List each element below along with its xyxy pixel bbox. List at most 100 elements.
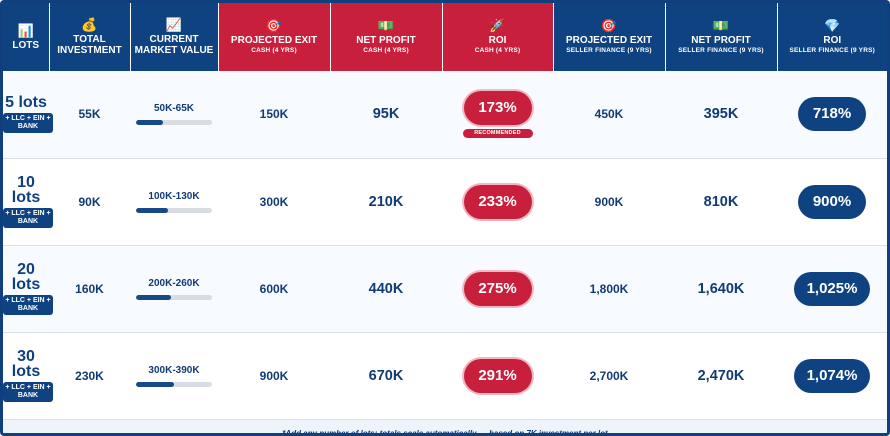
header-label: NET PROFIT <box>691 35 751 46</box>
net-profit-seller: 395K <box>665 71 777 159</box>
header-label: PROJECTED EXIT <box>565 35 653 46</box>
header-label: LOTS <box>12 39 40 51</box>
projected-exit-cash: 300K <box>218 158 330 246</box>
lots-badge: + LLC + EIN + BANK <box>3 208 53 228</box>
header-label: NET PROFIT <box>356 35 416 46</box>
lots-cell: 20 lots + LLC + EIN + BANK <box>3 245 53 333</box>
market-value-cell: 300K-390K <box>130 332 218 420</box>
target-icon: 🎯 <box>265 18 283 33</box>
market-progress-bar <box>136 381 212 387</box>
table-row: 30 lots + LLC + EIN + BANK 230K 300K-390K… <box>3 332 887 420</box>
header-row: 📊 LOTS 💰 TOTAL INVESTMENT 📈 CURRENT MARKET … <box>3 3 887 71</box>
market-range: 300K-390K <box>148 364 200 376</box>
header-profit-cash: 💵 NET PROFIT CASH (4 YRS) <box>330 3 443 71</box>
roi-seller-pill: 1,025% <box>794 271 870 306</box>
roi-cash-cell: 233% <box>442 158 553 246</box>
net-profit-cash: 210K <box>330 158 442 246</box>
roi-seller-pill: 1,074% <box>794 358 870 393</box>
target-icon: 🎯 <box>600 18 618 33</box>
lots-badge: + LLC + EIN + BANK <box>3 295 53 315</box>
roi-cash-cell: 275% <box>442 245 553 333</box>
roi-cash-pill: 291% <box>463 358 532 393</box>
roi-cash-pill: 173% <box>463 90 532 125</box>
header-exit-cash: 🎯 PROJECTED EXIT CASH (4 YRS) <box>218 3 331 71</box>
footer-note: *Add any number of lots; totals scale au… <box>3 419 887 433</box>
footer-row: *Add any number of lots; totals scale au… <box>3 419 887 433</box>
money-bag-icon: 💰 <box>81 17 98 32</box>
table-row: 20 lots + LLC + EIN + BANK 160K 200K-260K… <box>3 245 887 333</box>
projected-exit-seller: 2,700K <box>553 332 665 420</box>
projected-exit-cash: 150K <box>218 71 330 159</box>
header-total-investment: 💰 TOTAL INVESTMENT <box>49 3 131 71</box>
cash-icon: 💵 <box>712 18 730 33</box>
total-investment: 55K <box>49 71 130 159</box>
projected-exit-seller: 450K <box>553 71 665 159</box>
lots-cell: 5 lots + LLC + EIN + BANK <box>3 71 53 159</box>
market-progress-bar <box>136 294 212 300</box>
header-lots: 📊 LOTS <box>3 3 50 71</box>
market-progress-bar <box>136 120 212 126</box>
net-profit-seller: 1,640K <box>665 245 777 333</box>
market-progress-fill <box>136 381 174 387</box>
roi-seller-cell: 718% <box>777 71 887 159</box>
lots-count: 5 lots <box>5 94 47 112</box>
header-market-value: 📈 CURRENT MARKET VALUE <box>130 3 219 71</box>
header-roi-seller: 💎 ROI SELLER FINANCE (9 YRS) <box>777 3 887 71</box>
market-range: 100K-130K <box>148 190 200 202</box>
roi-cash-pill: 233% <box>463 184 532 219</box>
lots-badge: + LLC + EIN + BANK <box>3 113 53 134</box>
roi-cash-cell: 173% RECOMMENDED <box>442 71 553 159</box>
header-sub: CASH (4 YRS) <box>474 47 521 54</box>
roi-cash-pill: 275% <box>463 271 532 306</box>
total-investment: 90K <box>49 158 130 246</box>
table-row: 10 lots + LLC + EIN + BANK 90K 100K-130K … <box>3 158 887 246</box>
header-sub: SELLER FINANCE (9 YRS) <box>566 47 652 54</box>
header-label: TOTAL INVESTMENT <box>57 34 122 56</box>
projected-exit-cash: 600K <box>218 245 330 333</box>
roi-seller-cell: 900% <box>777 158 887 246</box>
recommended-badge: RECOMMENDED <box>462 128 533 138</box>
rocket-icon: 🚀 <box>489 18 506 33</box>
header-exit-seller: 🎯 PROJECTED EXIT SELLER FINANCE (9 YRS) <box>553 3 666 71</box>
header-label: ROI <box>488 35 507 46</box>
market-value-cell: 50K-65K <box>130 71 218 159</box>
lots-cell: 10 lots + LLC + EIN + BANK <box>3 158 53 246</box>
total-investment: 230K <box>49 332 130 420</box>
trend-up-icon: 📈 <box>165 17 183 32</box>
market-progress-fill <box>136 207 168 213</box>
total-investment: 160K <box>49 245 130 333</box>
market-value-cell: 200K-260K <box>130 245 218 333</box>
header-sub: SELLER FINANCE (9 YRS) <box>789 47 876 54</box>
net-profit-seller: 2,470K <box>665 332 777 420</box>
market-progress-fill <box>136 120 163 126</box>
net-profit-cash: 670K <box>330 332 442 420</box>
market-progress-fill <box>136 294 171 300</box>
net-profit-cash: 440K <box>330 245 442 333</box>
header-sub: SELLER FINANCE (9 YRS) <box>678 47 764 54</box>
roi-seller-cell: 1,025% <box>777 245 887 333</box>
lots-cell: 30 lots + LLC + EIN + BANK <box>3 332 53 420</box>
header-label: CURRENT MARKET VALUE <box>134 34 214 56</box>
bar-chart-icon: 📊 <box>17 22 34 38</box>
header-sub: CASH (4 YRS) <box>363 47 409 54</box>
header-roi-cash: 🚀 ROI CASH (4 YRS) <box>442 3 554 71</box>
market-range: 50K-65K <box>153 103 195 115</box>
roi-seller-pill: 718% <box>798 97 866 132</box>
net-profit-seller: 810K <box>665 158 777 246</box>
lots-count: 20 lots <box>11 261 41 293</box>
header-label: ROI <box>823 35 842 46</box>
market-range: 200K-260K <box>148 277 200 289</box>
header-profit-seller: 💵 NET PROFIT SELLER FINANCE (9 YRS) <box>665 3 778 71</box>
lots-count: 30 lots <box>11 348 41 380</box>
net-profit-cash: 95K <box>330 71 442 159</box>
market-progress-bar <box>136 207 212 213</box>
projected-exit-seller: 1,800K <box>553 245 665 333</box>
lots-badge: + LLC + EIN + BANK <box>3 382 53 402</box>
projected-exit-seller: 900K <box>553 158 665 246</box>
lots-count: 10 lots <box>11 174 41 206</box>
header-label: PROJECTED EXIT <box>230 35 318 46</box>
roi-cash-cell: 291% <box>442 332 553 420</box>
cash-icon: 💵 <box>377 18 395 33</box>
roi-seller-cell: 1,074% <box>777 332 887 420</box>
